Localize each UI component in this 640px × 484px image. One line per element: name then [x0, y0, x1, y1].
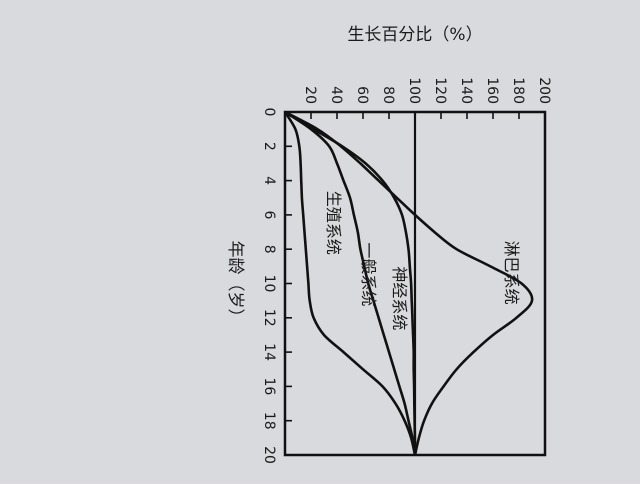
x-tick-label: 0 — [261, 108, 277, 117]
y-tick-label: 40 — [328, 86, 344, 104]
y-tick-label: 100 — [406, 77, 422, 104]
x-tick-label: 16 — [261, 377, 277, 395]
series-label-lymphatic: 淋巴系统 — [502, 241, 521, 305]
series-line-reproductive — [283, 111, 417, 456]
y-tick-label: 20 — [302, 86, 318, 104]
y-axis-label: 生长百分比（%） — [347, 25, 482, 45]
x-tick-label: 12 — [261, 309, 277, 327]
series-group — [283, 110, 534, 456]
y-tick-label: 120 — [432, 77, 448, 104]
x-tick-label: 18 — [261, 412, 277, 430]
x-tick-label: 20 — [261, 446, 277, 464]
tick-group: 0 2 4 6 8 10 12 14 16 18 20 20 40 60 80 100 120 140 160 180… — [261, 77, 552, 464]
x-tick-label: 2 — [261, 142, 277, 151]
x-tick-label: 10 — [261, 275, 277, 293]
x-tick-label: 14 — [261, 343, 277, 361]
series-label-neural: 神经系统 — [390, 266, 409, 330]
y-tick-label: 180 — [510, 77, 526, 104]
series-label-reproductive: 生殖系统 — [324, 191, 343, 255]
y-tick-label: 60 — [354, 86, 370, 104]
x-tick-label: 4 — [261, 176, 277, 185]
x-tick-label: 6 — [261, 210, 277, 219]
series-line-general — [284, 110, 417, 456]
y-tick-label: 160 — [484, 77, 500, 104]
x-axis-label: 年龄（岁） — [225, 241, 245, 326]
y-tick-label: 140 — [458, 77, 474, 104]
x-tick-label: 8 — [261, 245, 277, 254]
chart-rotated-group: 0 2 4 6 8 10 12 14 16 18 20 20 40 60 80 100 120 140 160 180… — [225, 25, 552, 464]
series-line-lymphatic — [284, 110, 534, 456]
series-label-general: 一般系统 — [359, 242, 378, 306]
y-tick-label: 200 — [536, 77, 552, 104]
series-line-neural — [284, 110, 417, 456]
y-tick-label: 80 — [380, 86, 396, 104]
